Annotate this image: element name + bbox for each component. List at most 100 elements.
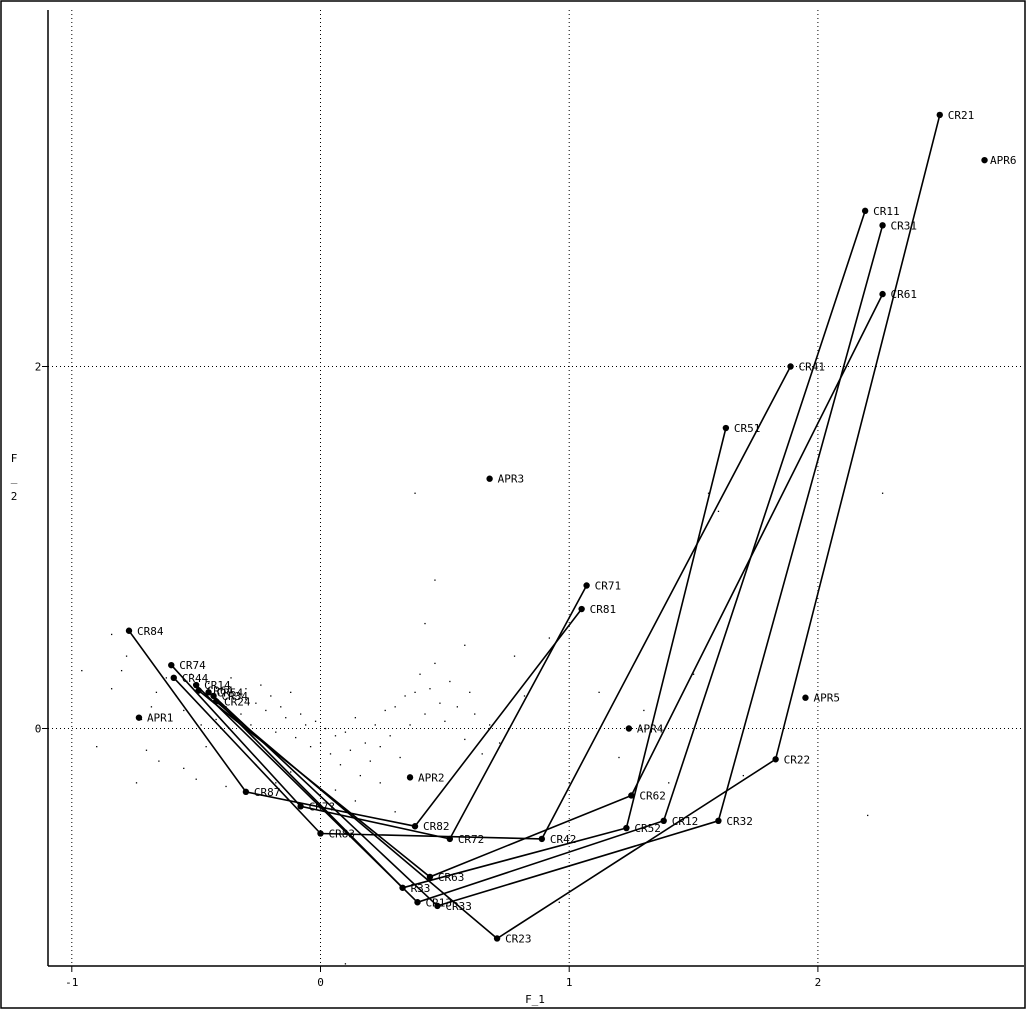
point-label: CR7? [309,800,336,813]
point-label: CR42 [550,833,577,846]
scatter-dot [110,688,113,690]
scatter-dot [374,724,376,726]
trajectory-line [208,427,727,889]
scatter-dot [155,691,158,693]
trajectory-line [173,366,792,840]
point-label: R33 [411,882,431,895]
scatter-dot [598,691,600,693]
scatter-dot [707,492,710,494]
scatter-dot [309,746,312,748]
scatter-dot [439,702,441,704]
scatter-dot [324,727,327,730]
scatter-dot [424,713,426,715]
scatter-dot [158,760,160,762]
scatter-dot [275,782,277,784]
point-label: APR6 [990,154,1017,167]
scatter-dot [618,756,620,759]
scatter-dot [280,706,282,708]
scatter-dot [145,749,148,751]
point-label: CR71 [595,580,622,593]
scatter-dot [364,742,366,744]
point-label: APR5 [813,692,840,705]
point-marker [205,689,212,696]
scatter-dot [394,706,396,708]
x-axis-label: F_1 [525,993,545,1006]
scatter-dot [285,717,287,719]
scatter-dot [319,742,322,744]
x-tick-label: -1 [65,976,78,989]
point-label: CR41 [799,361,826,374]
scatter-dot [270,695,272,697]
point-marker [583,582,590,589]
scatter-dot [260,684,262,686]
point-label: CR23 [505,932,532,945]
point-marker [195,687,202,694]
point-label: CR12 [672,815,699,828]
point-marker [399,884,406,891]
scatter-dot [456,706,458,708]
point-marker [787,363,794,370]
scatter-dot [434,662,436,665]
point-label: CR31 [891,219,918,232]
scatter-dot [548,637,551,639]
x-tick-label: 2 [815,976,822,989]
point-label: CR84 [137,625,164,638]
point-label: APR4 [637,723,664,736]
scatter-dot [424,622,426,625]
point-label: CR81 [590,603,617,616]
scatter-dot [568,782,570,784]
point-label: CR62 [639,789,666,802]
point-label: APR2 [418,771,445,784]
scatter-dot [464,644,466,646]
point-marker [879,222,886,229]
point-label: CR33 [445,900,472,913]
scatter-dot [399,756,401,759]
scatter-dot [692,673,695,675]
scatter-dot [384,709,386,712]
scatter-dot [220,688,222,690]
scatter-dot [183,709,185,712]
scatter-dot [668,782,670,784]
x-tick-label: 0 [317,976,324,989]
point-marker [135,714,143,721]
point-label: CR21 [948,109,975,122]
scatter-dot [404,695,406,697]
point-marker [168,661,175,669]
point-marker [715,817,722,825]
scatter-dot [389,735,391,737]
point-marker [297,803,304,810]
scatter-dot [300,713,302,715]
scatter-dot [245,688,247,690]
point-marker [414,899,421,906]
point-label: CR74 [179,659,206,672]
point-marker [192,681,200,689]
scatter-dot [414,691,416,693]
point-marker [625,725,633,732]
scatter-dot [498,742,501,744]
scatter-dot [643,709,645,712]
scatter-dot [464,738,466,741]
scatter-dot [444,720,446,722]
point-marker [242,788,250,796]
scatter-dot [344,731,347,733]
point-label: CR61 [891,288,918,301]
point-label: CR22 [784,753,811,766]
point-label: CR51 [734,422,761,435]
scatter-dot [200,724,202,726]
scatter-dot [449,680,451,683]
scatter-dot [474,713,476,715]
point-label: CR52 [634,822,661,835]
scatter-dot [354,717,357,719]
scatter-dot [183,767,185,770]
scatter-dot [275,731,277,733]
scatter-dot [314,720,317,722]
point-marker [578,605,585,613]
scatter-dot [419,673,421,675]
point-label: APR3 [498,473,524,486]
trajectory-lines [128,114,941,940]
scatter-dot [215,718,217,721]
scatter-dot [379,782,381,784]
scatter-dot [265,709,267,712]
